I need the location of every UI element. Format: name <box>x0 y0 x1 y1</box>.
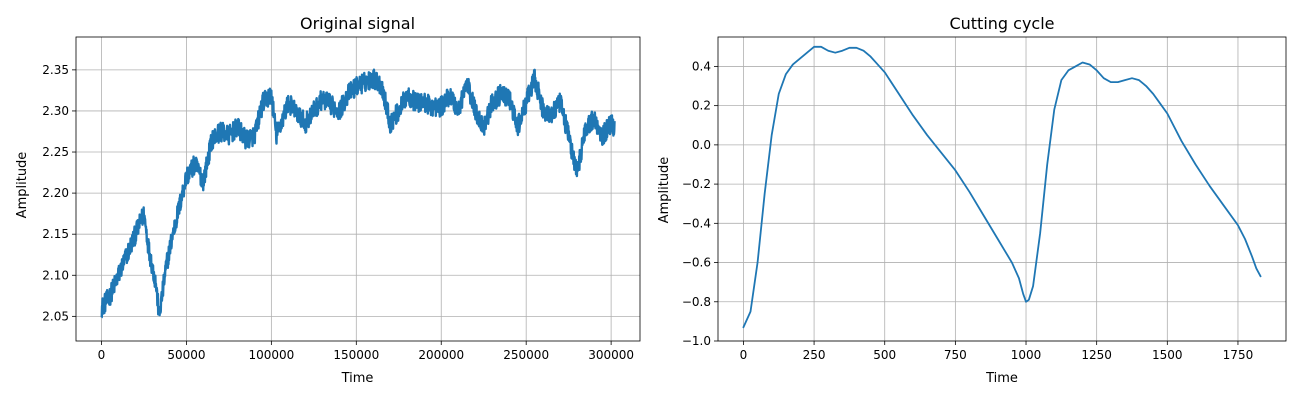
x-tick-label: 0 <box>740 348 748 362</box>
signal-line <box>100 68 616 319</box>
x-tick-label: 150000 <box>333 348 379 362</box>
plot-frame <box>717 36 1287 342</box>
x-tick-label: 250000 <box>503 348 549 362</box>
cycle-line <box>742 45 1262 329</box>
x-tick-label: 1500 <box>1152 348 1183 362</box>
y-axis-label: Amplitude <box>15 152 30 219</box>
x-tick-label: 1250 <box>1081 348 1112 362</box>
y-tick-label: 2.10 <box>42 268 69 282</box>
x-tick-label: 750 <box>944 348 967 362</box>
y-tick-label: −0.6 <box>682 256 711 270</box>
x-tick-label: 50000 <box>167 348 205 362</box>
x-tick-label: 0 <box>98 348 106 362</box>
x-axis-label: Time <box>985 371 1018 386</box>
y-tick-label: −1.0 <box>682 334 711 348</box>
y-tick-label: 2.35 <box>42 63 69 77</box>
x-tick-label: 100000 <box>248 348 294 362</box>
chart-cutting-cycle: Cutting cycle Time Amplitude 0 250 500 750 1… <box>657 14 1287 386</box>
chart-title: Cutting cycle <box>949 14 1054 33</box>
y-tick-label: 0.2 <box>692 99 711 113</box>
y-axis-label: Amplitude <box>657 157 672 224</box>
y-tick-label: −0.8 <box>682 295 711 309</box>
y-tick-label: 2.05 <box>42 309 69 323</box>
y-tick-label: 2.25 <box>42 145 69 159</box>
chart-original-signal: Original signal Time Amplitude 0 50000 100… <box>15 14 641 386</box>
y-tick-label: −0.4 <box>682 216 711 230</box>
y-tick-label: 0.0 <box>692 138 711 152</box>
x-tick-label: 300000 <box>588 348 634 362</box>
y-tick-label: 2.20 <box>42 186 69 200</box>
x-axis-label: Time <box>341 371 374 386</box>
chart-title: Original signal <box>300 14 415 33</box>
y-tick-label: 2.15 <box>42 227 69 241</box>
y-tick-label: 2.30 <box>42 104 69 118</box>
y-tick-label: 0.4 <box>692 59 711 73</box>
x-tick-label: 200000 <box>418 348 464 362</box>
x-tick-label: 500 <box>873 348 896 362</box>
y-tick-label: −0.2 <box>682 177 711 191</box>
x-tick-label: 1750 <box>1223 348 1254 362</box>
plot-frame <box>75 36 641 342</box>
x-tick-label: 250 <box>803 348 826 362</box>
x-tick-label: 1000 <box>1011 348 1042 362</box>
